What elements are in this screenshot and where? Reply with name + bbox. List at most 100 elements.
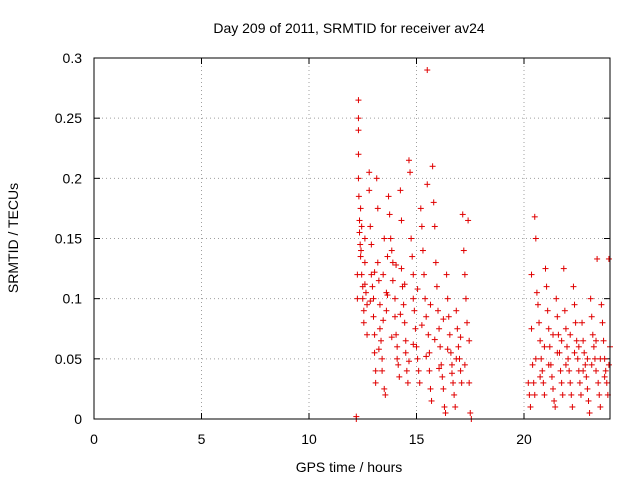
data-point xyxy=(357,253,364,260)
data-point xyxy=(369,283,376,290)
data-point xyxy=(380,317,387,324)
data-point xyxy=(439,373,446,380)
data-point xyxy=(408,235,415,242)
data-point xyxy=(596,391,603,398)
data-point xyxy=(410,271,417,278)
data-point xyxy=(376,301,383,308)
data-point xyxy=(375,346,382,353)
data-point xyxy=(388,247,395,254)
data-point xyxy=(430,199,437,206)
data-point xyxy=(572,319,579,326)
data-point xyxy=(467,409,474,416)
data-point xyxy=(410,295,417,302)
data-point xyxy=(527,403,534,410)
data-point xyxy=(435,307,441,314)
data-point xyxy=(462,295,469,302)
data-point xyxy=(588,361,595,368)
data-point xyxy=(367,298,374,305)
plot-frame xyxy=(93,57,611,420)
data-point xyxy=(455,343,462,350)
data-point xyxy=(605,255,612,262)
data-point xyxy=(554,349,561,356)
x-axis-label: GPS time / hours xyxy=(296,459,403,475)
data-point xyxy=(378,337,385,344)
data-point xyxy=(384,292,391,299)
data-point xyxy=(425,331,432,338)
data-point xyxy=(558,337,565,344)
data-point xyxy=(571,349,578,356)
data-point xyxy=(559,391,566,398)
data-point xyxy=(564,343,570,350)
data-point xyxy=(531,213,538,220)
data-point xyxy=(581,349,588,356)
data-point xyxy=(541,343,548,350)
data-point xyxy=(371,331,378,338)
data-point xyxy=(387,235,394,242)
data-point xyxy=(531,391,538,398)
y-tick-label: 0.25 xyxy=(55,110,82,126)
data-point xyxy=(386,211,393,218)
data-points xyxy=(353,67,613,422)
chart-title: Day 209 of 2011, SRMTID for receiver av2… xyxy=(213,20,485,36)
y-tick-label: 0.2 xyxy=(63,170,83,186)
data-point xyxy=(446,331,453,338)
data-point xyxy=(536,319,543,326)
data-point xyxy=(448,361,455,368)
data-point xyxy=(558,379,565,386)
data-point xyxy=(598,301,605,308)
data-point xyxy=(532,355,539,362)
data-point xyxy=(583,373,590,380)
data-point xyxy=(398,265,405,272)
gridlines xyxy=(94,58,610,419)
data-point xyxy=(358,223,365,230)
data-point xyxy=(533,289,540,296)
data-point xyxy=(405,358,412,365)
data-point xyxy=(443,271,450,278)
data-point xyxy=(442,409,449,416)
data-point xyxy=(417,205,424,212)
data-point xyxy=(393,261,400,268)
data-point xyxy=(366,169,373,176)
data-point xyxy=(397,187,404,194)
data-point xyxy=(601,373,608,380)
data-point xyxy=(565,355,572,362)
data-point xyxy=(555,331,562,338)
data-point xyxy=(394,355,401,362)
data-point xyxy=(561,307,568,314)
data-point xyxy=(426,367,433,374)
data-point xyxy=(526,391,533,398)
data-point xyxy=(566,367,573,374)
data-point xyxy=(436,365,443,372)
data-point xyxy=(401,319,408,326)
data-point xyxy=(437,343,444,350)
data-point xyxy=(372,367,379,374)
data-point xyxy=(385,193,392,200)
data-point xyxy=(453,307,460,314)
data-point xyxy=(431,223,438,230)
data-point xyxy=(548,373,555,380)
data-point xyxy=(379,355,386,362)
data-point xyxy=(380,271,387,278)
data-point xyxy=(395,361,402,368)
data-point xyxy=(373,175,380,182)
data-point xyxy=(357,205,364,212)
data-point xyxy=(381,385,388,392)
data-point xyxy=(440,316,447,323)
data-point xyxy=(584,385,591,392)
data-point xyxy=(567,331,574,338)
data-point xyxy=(571,301,578,308)
y-axis-ticks: 0 0.05 0.1 0.15 0.2 0.25 0.3 xyxy=(55,50,610,427)
data-point xyxy=(597,403,604,410)
y-tick-label: 0.05 xyxy=(55,351,82,367)
data-point xyxy=(398,217,405,224)
data-point xyxy=(359,295,366,302)
data-point xyxy=(544,307,551,314)
data-point xyxy=(591,355,598,362)
data-point xyxy=(360,319,367,326)
data-point xyxy=(461,361,468,368)
data-point xyxy=(553,295,560,302)
x-tick-label: 20 xyxy=(516,431,532,447)
data-point xyxy=(580,337,587,344)
data-point xyxy=(580,367,587,374)
data-point xyxy=(400,301,407,308)
